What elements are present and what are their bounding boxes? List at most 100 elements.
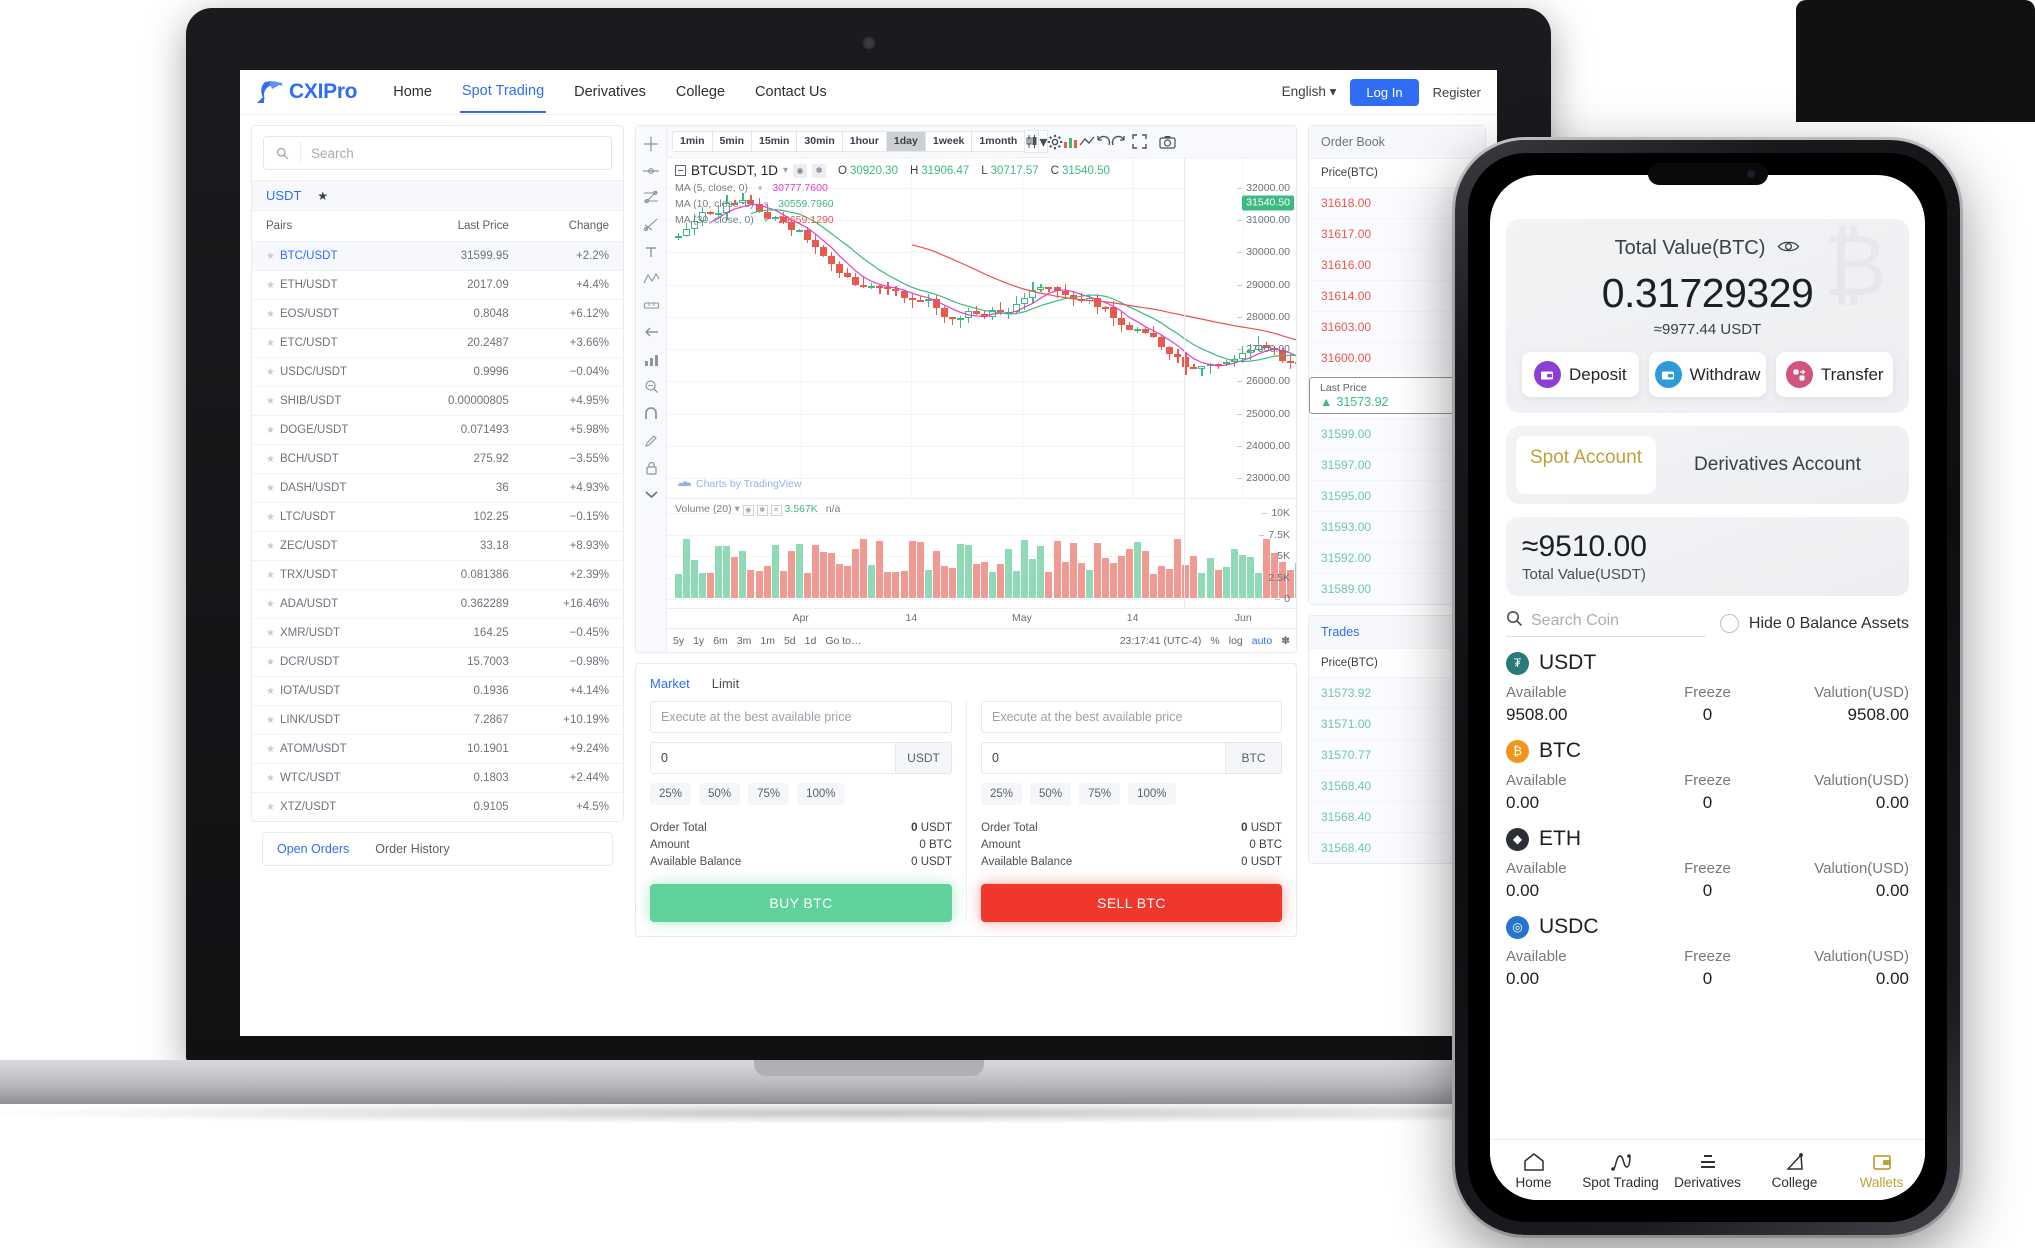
chart-symbol[interactable]: BTCUSDT, 1D (691, 163, 778, 178)
table-row[interactable]: ★ZEC/USDT33.18+8.93% (252, 532, 623, 561)
timeframe-1week[interactable]: 1week (925, 131, 973, 152)
star-icon[interactable]: ★ (266, 744, 275, 755)
table-row[interactable]: ★WTC/USDT0.1803+2.44% (252, 764, 623, 793)
market-pair[interactable]: ★USDC/USDT (252, 358, 402, 387)
table-row[interactable]: ★EOS/USDT0.8048+6.12% (252, 300, 623, 329)
market-pair[interactable]: ★ETH/USDT (252, 271, 402, 300)
market-pair[interactable]: ★ETC/USDT (252, 329, 402, 358)
deposit-button[interactable]: Deposit (1522, 352, 1639, 397)
star-icon[interactable]: ★ (266, 280, 275, 291)
sell-pct-50[interactable]: 50% (1030, 783, 1071, 805)
star-icon[interactable]: ★ (266, 686, 275, 697)
nav-home[interactable]: Home (1490, 1151, 1577, 1190)
star-icon[interactable]: ★ (266, 628, 275, 639)
sell-button[interactable]: SELL BTC (981, 884, 1282, 922)
auto-scale-button[interactable]: auto (1252, 635, 1272, 647)
market-pair[interactable]: ★TRX/USDT (252, 561, 402, 590)
table-row[interactable]: ★BCH/USDT275.92−3.55% (252, 445, 623, 474)
star-icon[interactable]: ★ (266, 541, 275, 552)
price-axis[interactable]: 32000.0031000.0030000.0029000.0028000.00… (1184, 158, 1296, 498)
star-icon[interactable]: ★ (266, 396, 275, 407)
legend-eye-icon[interactable]: ◉ (793, 164, 807, 178)
radio-icon[interactable] (1720, 614, 1739, 633)
range-1d[interactable]: 1d (805, 635, 817, 647)
undo-arrow-icon[interactable] (639, 320, 664, 345)
legend-settings-icon[interactable]: ✽ (812, 164, 826, 178)
star-icon[interactable]: ★ (266, 309, 275, 320)
star-icon[interactable]: ★ (266, 251, 275, 262)
sell-pct-75[interactable]: 75% (1079, 783, 1120, 805)
volume-close-icon[interactable]: ✕ (771, 505, 782, 516)
collapse-legend-icon[interactable] (675, 165, 686, 176)
volume-chart[interactable]: Volume (20) ▾ ◉ ✽ ✕ 3.567K n/a (667, 498, 1296, 608)
market-pair[interactable]: ★LTC/USDT (252, 503, 402, 532)
table-row[interactable]: ★ETC/USDT20.2487+3.66% (252, 329, 623, 358)
spot-account-tab[interactable]: Spot Account (1516, 436, 1656, 494)
text-tool-icon[interactable] (639, 239, 664, 264)
trend-line-icon[interactable] (639, 158, 664, 183)
favorites-star-icon[interactable]: ★ (317, 189, 328, 203)
nav-derivatives[interactable]: Derivatives (1664, 1151, 1751, 1190)
market-pair[interactable]: ★EOS/USDT (252, 300, 402, 329)
timeframe-1hour[interactable]: 1hour (842, 131, 887, 152)
nav-item-contact-us[interactable]: Contact Us (753, 73, 829, 112)
search-input[interactable] (300, 142, 611, 164)
asset-item[interactable]: ◆ETHAvailable0.00Freeze0Valution(USD)0.0… (1506, 827, 1909, 901)
table-row[interactable]: ★IOTA/USDT0.1936+4.14% (252, 677, 623, 706)
nav-spot-trading[interactable]: Spot Trading (1577, 1151, 1664, 1190)
market-pair[interactable]: ★ATOM/USDT (252, 735, 402, 764)
star-icon[interactable]: ★ (266, 802, 275, 813)
market-pair[interactable]: ★IOTA/USDT (252, 677, 402, 706)
star-icon[interactable]: ★ (266, 773, 275, 784)
pattern-icon[interactable] (639, 266, 664, 291)
table-row[interactable]: ★LTC/USDT102.25−0.15% (252, 503, 623, 532)
time-axis[interactable]: Apr14May14Jun14Jul15 (667, 608, 1296, 628)
ruler-icon[interactable] (639, 293, 664, 318)
candle-style-icon[interactable] (1024, 130, 1039, 153)
market-pair[interactable]: ★ADA/USDT (252, 590, 402, 619)
nav-wallets[interactable]: Wallets (1838, 1151, 1925, 1190)
star-icon[interactable]: ★ (266, 338, 275, 349)
price-chart[interactable]: BTCUSDT, 1D ▾ ◉ ✽ O30920.30 H31906.47 L3… (667, 158, 1296, 498)
buy-amount-input[interactable]: 0 USDT (650, 742, 952, 774)
chart-settings-gear-icon[interactable] (1047, 130, 1063, 153)
coin-search[interactable]: Search Coin (1506, 610, 1706, 637)
magnet-icon[interactable] (639, 401, 664, 426)
nav-college[interactable]: College (1751, 1151, 1838, 1190)
star-icon[interactable]: ★ (266, 599, 275, 610)
compare-icon[interactable] (1079, 130, 1095, 153)
nav-item-college[interactable]: College (674, 73, 727, 112)
fullscreen-icon[interactable] (1127, 130, 1151, 153)
tab-market[interactable]: Market (650, 676, 690, 691)
volume-eye-icon[interactable]: ◉ (743, 505, 754, 516)
measure-icon[interactable] (639, 347, 664, 372)
star-icon[interactable]: ★ (266, 715, 275, 726)
table-row[interactable]: ★DOGE/USDT0.071493+5.98% (252, 416, 623, 445)
brand-logo[interactable]: CXIPro (256, 79, 357, 105)
table-row[interactable]: ★DCR/USDT15.7003−0.98% (252, 648, 623, 677)
col-last-price[interactable]: Last Price (402, 211, 523, 242)
withdraw-button[interactable]: Withdraw (1649, 352, 1767, 397)
chart-footer-gear-icon[interactable]: ✽ (1281, 635, 1290, 647)
tab-order-history[interactable]: Order History (375, 842, 449, 856)
tab-limit[interactable]: Limit (712, 676, 739, 691)
range-1m[interactable]: 1m (760, 635, 775, 647)
table-row[interactable]: ★DASH/USDT36+4.93% (252, 474, 623, 503)
asset-item[interactable]: ₮USDTAvailable9508.00Freeze0Valution(USD… (1506, 651, 1909, 725)
crosshair-icon[interactable] (639, 131, 664, 156)
sell-pct-25[interactable]: 25% (981, 783, 1022, 805)
goto-button[interactable]: Go to… (825, 635, 861, 647)
table-row[interactable]: ★TRX/USDT0.081386+2.39% (252, 561, 623, 590)
market-pair[interactable]: ★BTC/USDT (252, 242, 402, 271)
table-row[interactable]: ★LINK/USDT7.2867+10.19% (252, 706, 623, 735)
market-pair[interactable]: ★ZEC/USDT (252, 532, 402, 561)
buy-pct-100[interactable]: 100% (797, 783, 844, 805)
market-pair[interactable]: ★XMR/USDT (252, 619, 402, 648)
market-pair[interactable]: ★LINK/USDT (252, 706, 402, 735)
eye-icon[interactable] (1777, 237, 1800, 260)
nav-item-spot-trading[interactable]: Spot Trading (460, 72, 546, 113)
pencil-icon[interactable] (639, 428, 664, 453)
star-icon[interactable]: ★ (266, 512, 275, 523)
nav-item-derivatives[interactable]: Derivatives (572, 73, 648, 112)
table-row[interactable]: ★ETH/USDT2017.09+4.4% (252, 271, 623, 300)
